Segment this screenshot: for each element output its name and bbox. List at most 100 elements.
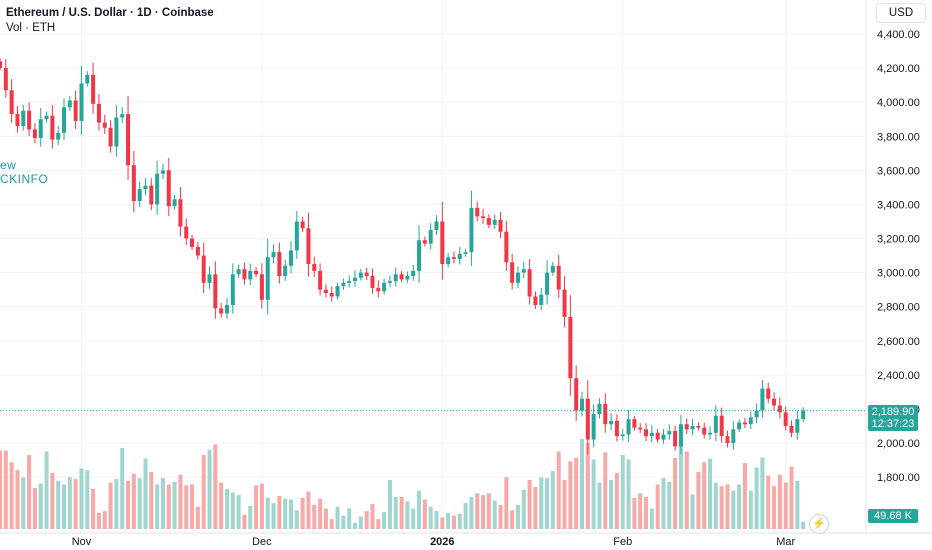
volume-bar [277, 496, 282, 529]
volume-bar [661, 478, 666, 529]
volume-bar [632, 497, 637, 529]
volume-bar [242, 514, 247, 529]
candle-body [748, 417, 753, 425]
volume-bar [609, 479, 614, 529]
volume-bar [702, 462, 707, 529]
candle-body [102, 122, 107, 128]
candle-body [638, 427, 643, 430]
volume-bar [166, 484, 171, 529]
volume-bar [131, 473, 136, 529]
candle-body [498, 219, 503, 232]
volume-bar [673, 457, 678, 529]
candle-body [300, 221, 305, 229]
volume-bar [533, 487, 538, 529]
candle-body [38, 119, 43, 138]
volume-bar [56, 480, 61, 529]
candle-body [469, 207, 474, 253]
volume-bar [719, 486, 724, 529]
volume-bar [102, 511, 107, 529]
volume-bar [96, 512, 101, 529]
candle-body [248, 270, 253, 280]
volume-bar [457, 513, 462, 529]
candle-body [655, 432, 660, 440]
volume-bar [597, 482, 602, 529]
candle-body [353, 277, 358, 282]
candle-body [207, 274, 212, 283]
volume-bar [469, 496, 474, 529]
volume-bar [783, 482, 788, 529]
candle-body [649, 432, 654, 437]
x-tick-label: Nov [72, 536, 92, 548]
candle-body [719, 415, 724, 437]
candle-body [178, 199, 183, 227]
candle-body [411, 270, 416, 276]
volume-bar [318, 498, 323, 529]
volume-bar [620, 455, 625, 529]
volume-bar [614, 472, 619, 529]
candle-body [545, 272, 550, 295]
candle-body [556, 265, 561, 290]
volume-bar [73, 479, 78, 529]
currency-button[interactable]: USD [876, 3, 926, 23]
volume-bar [708, 458, 713, 529]
candle-body [236, 269, 241, 275]
candle-body [318, 270, 323, 290]
candle-body [562, 289, 567, 317]
volume-bar [283, 498, 288, 529]
candle-body [230, 274, 235, 305]
volume-bar [574, 457, 579, 529]
volume-bar [492, 500, 497, 529]
volume-bar [347, 508, 352, 529]
volume-bar [527, 479, 532, 529]
volume-bar [207, 449, 212, 529]
symbol-title[interactable]: Ethereum / U.S. Dollar · 1D · Coinbase [6, 7, 214, 19]
volume-bar [143, 458, 148, 529]
y-tick-label: 4,400.00 [877, 29, 920, 41]
volume-bar [405, 501, 410, 529]
volume-bar [772, 486, 777, 529]
last-price-tag: 2,189.90 12:37:23 [868, 405, 918, 431]
volume-bar [178, 474, 183, 529]
volume-bar [556, 451, 561, 529]
volume-bar [766, 475, 771, 529]
volume-bar [539, 477, 544, 529]
candle-body [364, 272, 369, 276]
candle-body [486, 218, 491, 225]
volume-bars [0, 439, 806, 529]
candle-body [777, 405, 782, 413]
candle-body [725, 436, 730, 443]
last-price-value: 2,189.90 [871, 406, 915, 418]
volume-legend[interactable]: Vol · ETH [6, 22, 56, 34]
candle-body [62, 107, 67, 133]
price-axis[interactable]: 4,400.00 4,200.00 4,000.00 3,800.00 3,600.00… [865, 0, 932, 533]
volume-bar [172, 481, 177, 529]
candle-body [667, 431, 672, 435]
volume-bar [353, 522, 358, 529]
volume-bar [224, 488, 229, 529]
candle-body [521, 269, 526, 273]
volume-bar [725, 484, 730, 529]
volume-bar [50, 472, 55, 529]
candle-body [265, 257, 270, 300]
volume-bar [417, 490, 422, 529]
time-axis[interactable]: NovDec2026FebMarApr [0, 532, 932, 548]
volume-bar [3, 450, 8, 529]
candle-body [417, 240, 422, 271]
candle-body [673, 431, 678, 447]
candlesticks [0, 58, 806, 455]
volume-bar [649, 508, 654, 529]
candle-body [347, 281, 352, 283]
chart-legend: Ethereum / U.S. Dollar · 1D · Coinbase V… [6, 6, 214, 36]
candle-body [96, 103, 101, 123]
volume-bar [754, 467, 759, 529]
y-tick-label: 3,000.00 [877, 268, 920, 280]
volume-bar [32, 488, 37, 529]
volume-bar [67, 477, 72, 529]
volume-bar [667, 481, 672, 529]
candle-body [329, 293, 334, 297]
candle-body [312, 264, 317, 271]
candle-body [737, 422, 742, 430]
candle-body [533, 296, 538, 305]
lightning-icon[interactable]: ⚡ [809, 514, 829, 534]
